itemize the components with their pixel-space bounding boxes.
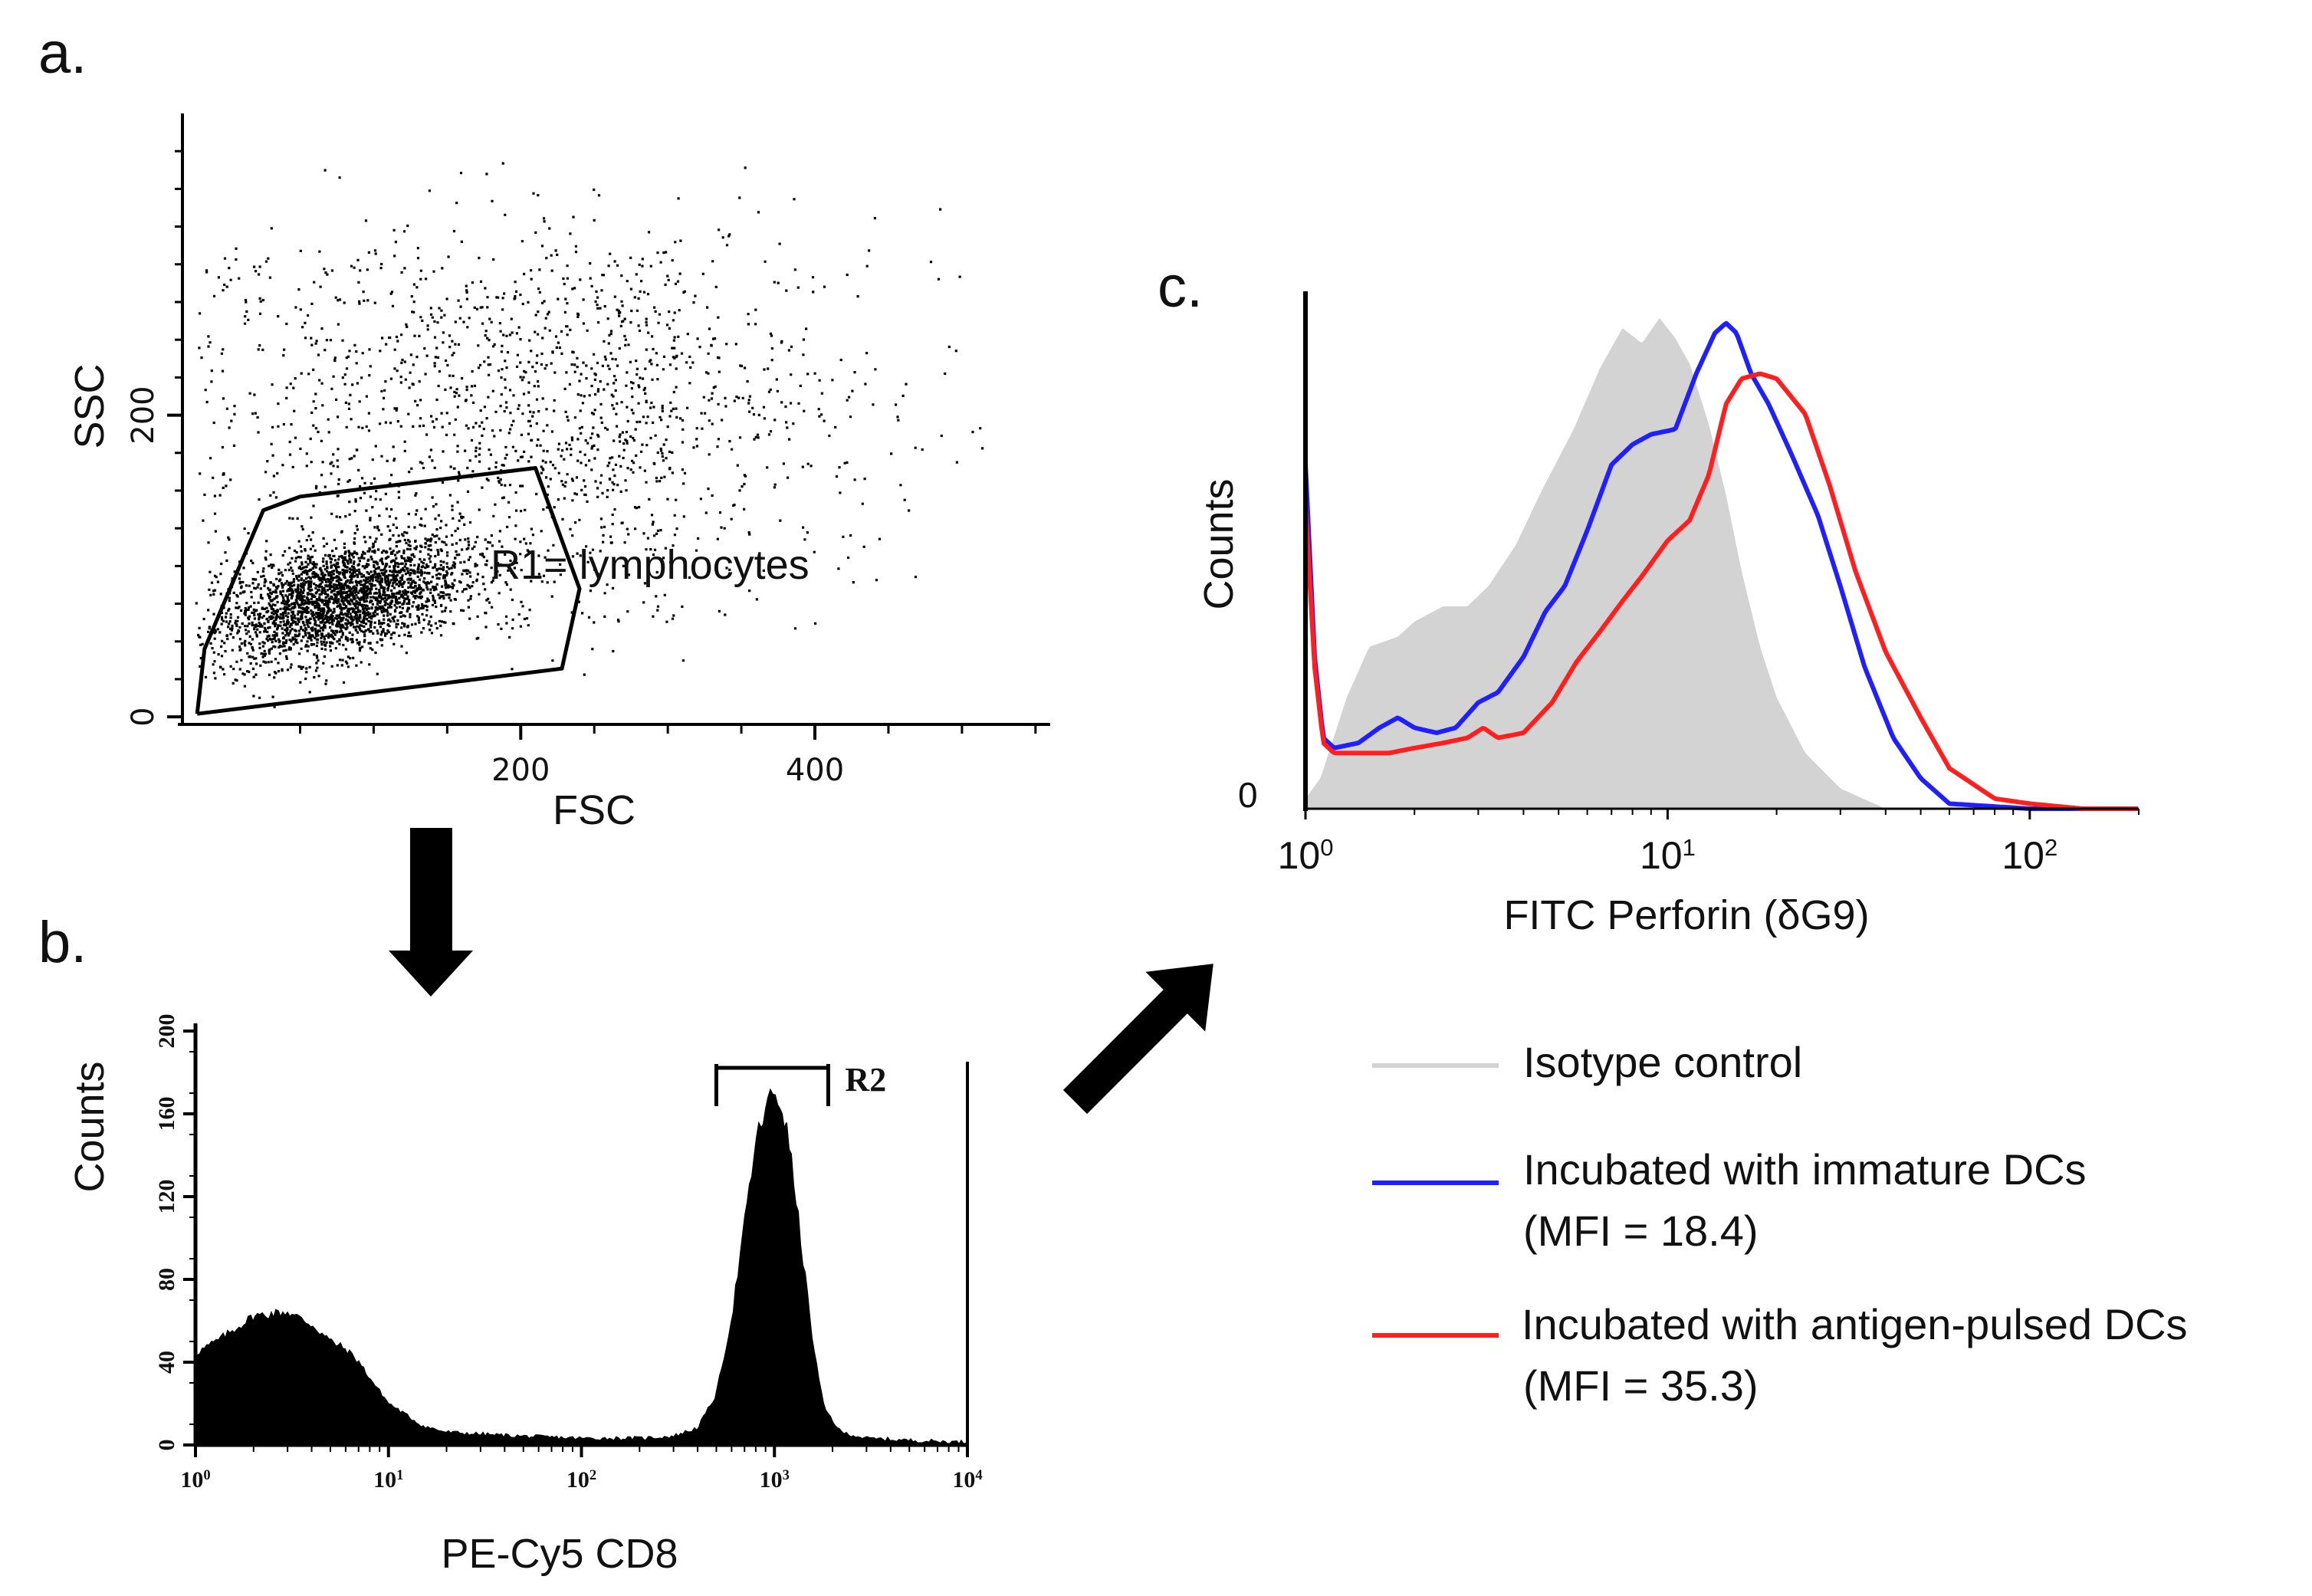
series-incubated-with-antigen-pulsed-dcs [1303, 371, 2138, 811]
legend-label-antigen-pulsed: Incubated with antigen-pulsed DCs [1522, 1300, 2188, 1348]
panel-b-y-tick-label-4: 160 [154, 1097, 179, 1131]
panel-a-scatter-points [195, 162, 984, 708]
panel-c-x-tick-label-2: 102 [2002, 834, 2057, 877]
panel-a-y-axis-title: SSC [67, 363, 113, 448]
panel-b-minor-ticks [189, 1051, 960, 1452]
panel-a-minor-ticks [175, 149, 1037, 734]
panel-b-y-tick-label-2: 80 [154, 1268, 179, 1291]
panel-c: c. 100 101 102 0 FITC Perforin (δG9) Counts… [1158, 255, 2188, 1410]
panel-b-x-tick-label-3: 103 [760, 1467, 790, 1493]
panel-a: a. R1= lymphocytes 200 400 0 200 FSC SSC [38, 21, 1050, 833]
panel-c-tick-labels: 100 101 102 0 [1238, 775, 2057, 877]
panel-b-label: b. [38, 910, 87, 975]
panel-b-x-tick-label-0: 100 [180, 1467, 210, 1493]
panel-b-y-tick-label-0: 0 [154, 1440, 179, 1451]
scatter-point-cloud [195, 162, 984, 708]
legend-item-isotype: Isotype control [1372, 1038, 1802, 1086]
panel-b-y-axis-title: Counts [67, 1061, 113, 1192]
legend-item-immature: Incubated with immature DCs (MFI = 18.4) [1372, 1145, 2087, 1255]
panel-c-x-tick-label-0: 100 [1278, 834, 1334, 877]
panel-a-y-tick-label-1: 200 [126, 386, 161, 444]
panel-a-label: a. [38, 21, 87, 86]
gate-r2-bracket [714, 1064, 830, 1106]
panel-b-x-axis-title: PE-Cy5 CD8 [441, 1531, 678, 1577]
panel-a-x-tick-label-1: 400 [786, 753, 844, 788]
panel-b-x-tick-label-1: 101 [373, 1467, 403, 1493]
panel-c-minor-ticks [1414, 809, 2140, 815]
panel-a-y-tick-label-0: 0 [126, 707, 161, 726]
panel-c-series [1303, 318, 2138, 811]
arrow-b-to-c [1062, 964, 1213, 1115]
panel-b-y-tick-label-1: 40 [154, 1351, 179, 1374]
panel-c-label: c. [1158, 255, 1203, 320]
cd8-histogram-series [195, 1088, 970, 1447]
panel-b-y-tick-label-3: 120 [154, 1180, 179, 1214]
panel-c-y-axis-title: Counts [1196, 478, 1242, 609]
panel-b-tick-labels: 100 101 102 103 104 0 40 80 120 160 200 [154, 1014, 983, 1493]
panel-c-y-tick-label-0: 0 [1238, 775, 1258, 815]
legend-mfi-antigen-pulsed: (MFI = 35.3) [1523, 1361, 1759, 1410]
panel-c-x-axis-title: FITC Perforin (δG9) [1503, 892, 1869, 938]
panel-b-x-tick-label-2: 102 [567, 1467, 596, 1493]
legend-label-immature: Incubated with immature DCs [1523, 1145, 2087, 1194]
legend-label-isotype: Isotype control [1523, 1038, 1802, 1086]
panel-b-y-tick-label-5: 200 [154, 1014, 179, 1049]
panel-b: b. 100 101 102 103 104 0 40 80 120 160 200 R2 PE-C… [38, 910, 983, 1577]
panel-a-x-axis-title: FSC [553, 787, 635, 833]
panel-c-x-tick-label-1: 101 [1640, 834, 1696, 877]
arrow-a-to-b [389, 828, 473, 997]
panel-c-legend: Isotype control Incubated with immature … [1372, 1038, 2188, 1410]
panel-b-x-tick-label-4: 104 [952, 1467, 982, 1493]
gate-r1-polygon [195, 466, 582, 716]
panel-a-x-tick-label-0: 200 [491, 753, 550, 788]
gate-r1-annotation: R1= lymphocytes [491, 542, 810, 588]
gate-r2-label: R2 [845, 1061, 886, 1098]
series-isotype-control [1305, 318, 1886, 809]
panel-a-tick-labels: 200 400 0 200 [126, 386, 844, 788]
legend-item-antigen-pulsed: Incubated with antigen-pulsed DCs (MFI =… [1372, 1300, 2188, 1410]
series-incubated-with-immature-dcs [1303, 320, 2138, 811]
legend-mfi-immature: (MFI = 18.4) [1523, 1207, 1759, 1255]
